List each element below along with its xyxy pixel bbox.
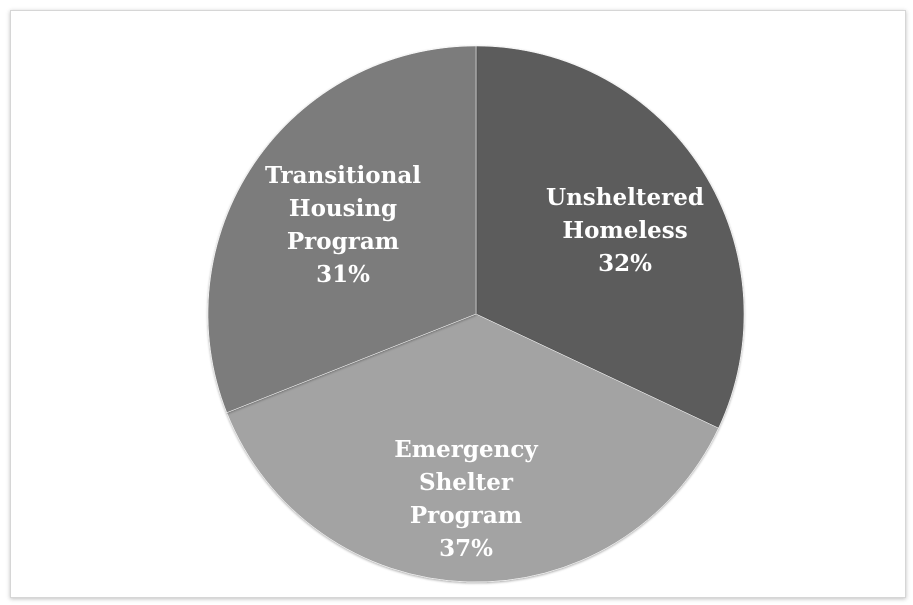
slice-label-line-emergency-shelter-program: Emergency <box>394 436 538 463</box>
pie-slice-unsheltered-homeless <box>475 45 745 429</box>
slice-label-line-emergency-shelter-program: Program <box>410 502 522 529</box>
slice-label-line-emergency-shelter-program: Shelter <box>419 469 514 496</box>
chart-frame: Unsheltered Homeless 32% Emergency Shelter Pr… <box>10 10 906 598</box>
slice-label-line-unsheltered-homeless: Homeless <box>562 217 687 244</box>
pie-slice-transitional-housing-program <box>207 45 477 413</box>
slice-percent-label-emergency-shelter-program: 37% <box>439 535 493 562</box>
pie-labels: Unsheltered Homeless 32% Emergency Shelter Pr… <box>265 162 704 562</box>
slice-label-line-transitional-housing-program: Program <box>287 228 399 255</box>
slice-label-line-unsheltered-homeless: Unsheltered <box>546 184 704 211</box>
pie-chart: Unsheltered Homeless 32% Emergency Shelter Pr… <box>207 45 745 583</box>
slice-label-line-transitional-housing-program: Housing <box>289 195 397 222</box>
slice-percent-label-unsheltered-homeless: 32% <box>598 250 652 277</box>
slice-percent-label-transitional-housing-program: 31% <box>316 261 370 288</box>
pie-slice-emergency-shelter-program <box>226 313 719 583</box>
slice-label-line-transitional-housing-program: Transitional <box>265 162 421 189</box>
pie-slices <box>207 45 745 583</box>
